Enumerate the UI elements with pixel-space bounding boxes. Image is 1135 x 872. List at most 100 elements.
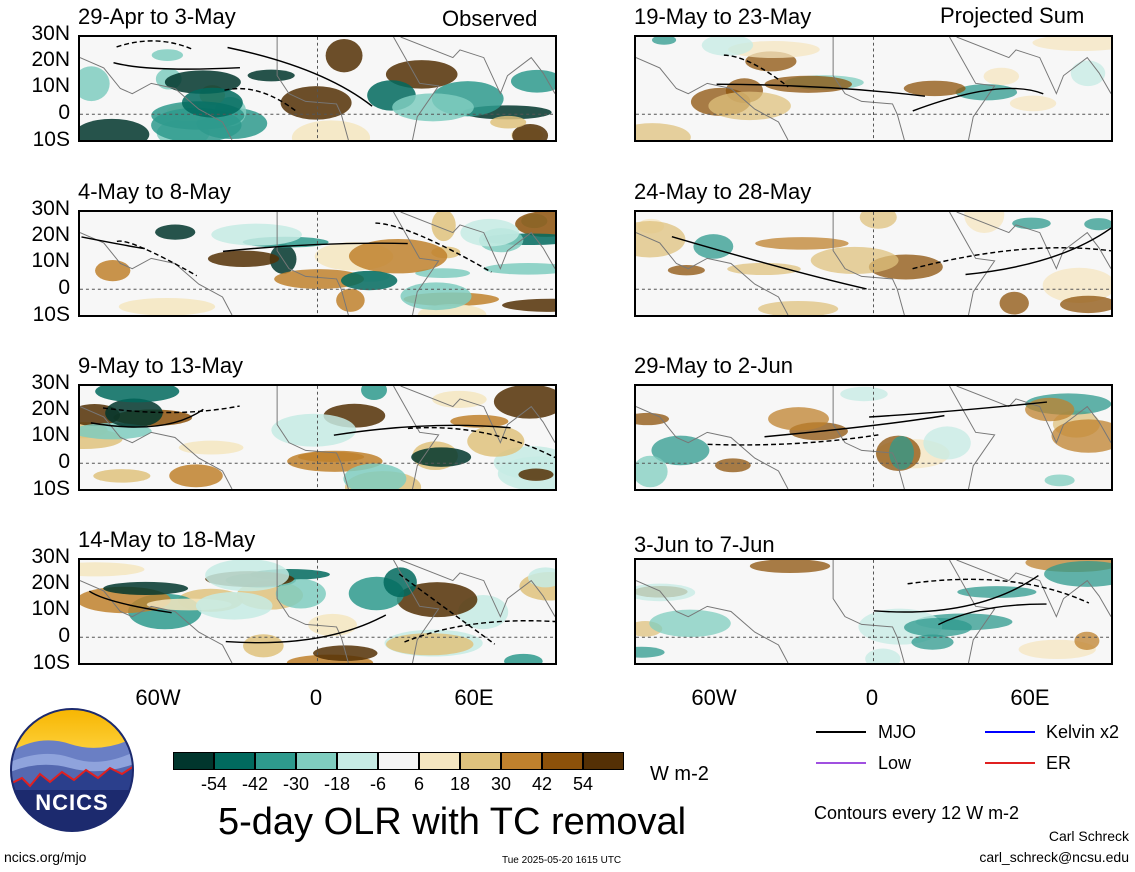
olr-anomaly-region <box>693 234 734 259</box>
logo-text: NCICS <box>35 790 109 815</box>
olr-anomaly-region <box>195 592 273 620</box>
colorbar-label: 42 <box>531 774 553 794</box>
olr-anomaly-region <box>483 263 555 275</box>
olr-anomaly-region <box>103 581 189 595</box>
mjo-contour <box>912 247 1111 270</box>
olr-anomaly-region <box>636 220 686 258</box>
y-tick-label: 10S <box>32 303 70 326</box>
legend-line-kelvin <box>985 731 1035 733</box>
olr-anomaly-region <box>275 579 326 609</box>
olr-anomaly-region <box>392 93 474 122</box>
colorbar-box <box>583 752 624 770</box>
y-tick-label: 30N <box>31 197 70 220</box>
mjo-contour <box>90 408 204 428</box>
olr-anomaly-region <box>460 218 520 247</box>
map-panel <box>634 384 1113 491</box>
legend-line-low <box>816 762 866 764</box>
olr-anomaly-region <box>1025 397 1075 422</box>
y-tick-label: 10N <box>31 74 70 97</box>
map-panel <box>78 558 557 665</box>
mjo-contour <box>88 590 172 614</box>
olr-anomaly-region <box>411 447 472 467</box>
olr-anomaly-region <box>667 265 705 276</box>
olr-anomaly-region <box>386 633 474 656</box>
olr-anomaly-region <box>701 37 754 56</box>
olr-anomaly-region <box>400 282 472 311</box>
mjo-contour <box>764 414 945 438</box>
olr-anomaly-region <box>727 262 801 276</box>
olr-anomaly-region <box>636 583 696 602</box>
ncics-logo: NCICS <box>10 708 134 832</box>
mjo-contour <box>407 426 555 459</box>
column-title-observed: Observed <box>442 6 538 31</box>
olr-anomaly-region <box>80 66 110 102</box>
panel-title: 29-Apr to 3-May <box>78 4 236 29</box>
colorbar-box <box>173 752 214 770</box>
olr-anomaly-region <box>518 468 554 481</box>
map-panel <box>634 558 1113 665</box>
mjo-contour <box>938 603 1047 626</box>
panel-title: 24-May to 28-May <box>634 179 812 204</box>
olr-anomaly-region <box>768 407 829 431</box>
panel-title: 3-Jun to 7-Jun <box>634 532 775 557</box>
y-tick-label: 10S <box>32 128 70 151</box>
olr-anomaly-region <box>865 648 901 663</box>
olr-anomaly-region <box>957 586 1037 598</box>
map-panel <box>634 210 1113 317</box>
coastline-americas <box>80 232 233 315</box>
olr-anomaly-region <box>93 469 151 483</box>
colorbar-label: 54 <box>572 774 594 794</box>
olr-anomaly-region <box>636 646 665 658</box>
y-tick-label: 20N <box>31 223 70 246</box>
y-tick-label: 10S <box>32 477 70 500</box>
colorbar-box <box>337 752 378 770</box>
olr-field <box>636 37 1111 140</box>
mjo-contour <box>869 401 1048 418</box>
coastline-africa-asia <box>832 386 1111 489</box>
olr-anomaly-region <box>1044 561 1111 587</box>
y-tick-label: 0 <box>58 276 70 299</box>
olr-anomaly-region <box>1060 295 1111 314</box>
olr-anomaly-region <box>1012 217 1051 230</box>
mjo-contour <box>225 614 387 644</box>
legend-line-er <box>985 762 1035 764</box>
colorbar-label: -6 <box>369 774 386 794</box>
y-tick-label: 10N <box>31 423 70 446</box>
mjo-contour <box>81 236 145 250</box>
olr-anomaly-region <box>859 212 897 229</box>
olr-anomaly-region <box>181 87 243 118</box>
olr-anomaly-region <box>715 458 751 473</box>
map-panel <box>78 384 557 491</box>
mjo-contour <box>723 54 789 88</box>
olr-anomaly-region <box>105 398 163 428</box>
mjo-contour <box>404 620 555 643</box>
olr-anomaly-region <box>911 634 954 650</box>
olr-anomaly-region <box>504 653 543 663</box>
olr-anomaly-region <box>1074 631 1100 651</box>
footer-author: Carl Schreck <box>1048 828 1129 844</box>
olr-field <box>636 212 1111 315</box>
y-tick-label: 10N <box>31 597 70 620</box>
olr-anomaly-region <box>336 288 365 312</box>
colorbar-box <box>419 752 460 770</box>
olr-anomaly-region <box>247 69 295 82</box>
olr-anomaly-region <box>341 270 398 291</box>
olr-anomaly-region <box>280 86 352 120</box>
olr-anomaly-region <box>889 435 914 470</box>
colorbar-label: -18 <box>323 774 350 794</box>
logo-graphic <box>10 708 134 832</box>
mjo-contour <box>907 578 1090 604</box>
olr-anomaly-region <box>636 412 670 426</box>
units-label: W m-2 <box>650 763 709 785</box>
olr-anomaly-region <box>271 413 357 447</box>
footer-email: carl_schreck@ncsu.edu <box>979 849 1129 865</box>
y-tick-label: 20N <box>31 397 70 420</box>
y-tick-label: 0 <box>58 101 70 124</box>
x-tick-label: 0 <box>865 685 879 710</box>
olr-anomaly-region <box>999 291 1029 315</box>
colorbar-label: 30 <box>490 774 512 794</box>
y-tick-label: 10S <box>32 651 70 674</box>
coastline-africa-asia <box>276 212 555 315</box>
olr-anomaly-region <box>490 115 527 129</box>
colorbar-label: 18 <box>449 774 471 794</box>
